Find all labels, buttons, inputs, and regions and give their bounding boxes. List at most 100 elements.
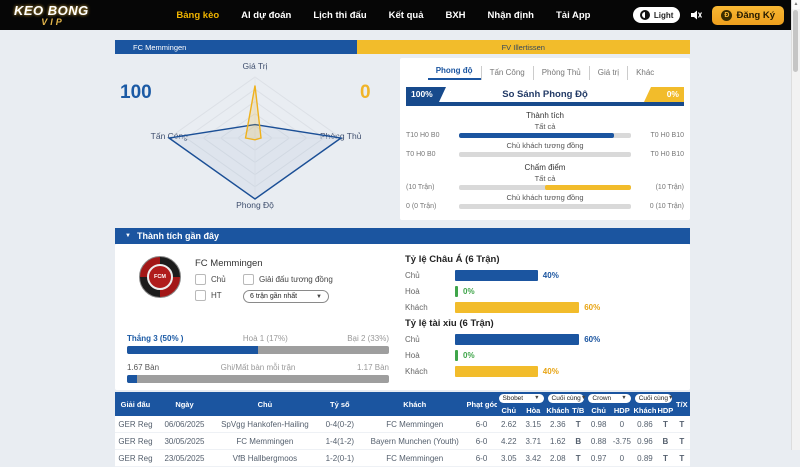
ratio-percent: 0% bbox=[463, 351, 475, 360]
page-scrollbar[interactable]: ▲ bbox=[791, 0, 800, 450]
compare-tab[interactable]: Phong độ bbox=[427, 64, 481, 80]
team-name: FC Memmingen bbox=[195, 258, 263, 269]
cell-hdp-result: B bbox=[657, 432, 674, 450]
away-percent-badge: 0% bbox=[644, 87, 684, 102]
compare-tab[interactable]: Phòng Thủ bbox=[532, 66, 589, 80]
ratio-row: Chủ 60% bbox=[405, 334, 683, 345]
bookmaker-dropdown[interactable]: Cuối cùng ▼ bbox=[547, 393, 586, 403]
ratio-percent: 40% bbox=[542, 271, 559, 280]
checkbox-similar-league[interactable] bbox=[243, 274, 254, 285]
compare-tab[interactable]: Khác bbox=[627, 66, 662, 80]
cell-hdp-odds: -3.75 bbox=[610, 432, 633, 450]
cell-away-team[interactable]: FC Memmingen bbox=[362, 449, 467, 467]
compare-row: Chủ khách tương đồng T0 H0 B0 T0 H0 B10 bbox=[406, 141, 684, 158]
ratio-group-title: Tỷ lệ tài xỉu (6 Trận) bbox=[405, 318, 494, 329]
register-button[interactable]: Đ Đăng Ký bbox=[712, 5, 784, 25]
scrollbar-thumb[interactable] bbox=[793, 10, 798, 72]
dropdown-value: Sbobet bbox=[502, 394, 524, 402]
bookmaker-dropdown[interactable]: Crown ▼ bbox=[588, 393, 631, 403]
recent-range-select[interactable]: 6 trận gần nhất ▼ bbox=[243, 290, 329, 303]
compare-tab[interactable]: Giá trị bbox=[588, 66, 627, 80]
table-row: GER Reg 23/05/2025 VfB Hallbergmoos 1-2(0-1… bbox=[115, 449, 690, 467]
away-side-value: T0 H0 B10 bbox=[650, 151, 684, 158]
compare-section-title: Thành tích bbox=[526, 111, 564, 120]
nav-item[interactable]: Lịch thi đấu bbox=[313, 9, 367, 21]
scroll-up-arrow-icon[interactable]: ▲ bbox=[792, 0, 800, 9]
compare-row-body: T0 H0 B0 T0 H0 B10 bbox=[406, 151, 684, 158]
cell-league: GER Reg bbox=[115, 449, 156, 467]
compare-panel: Phong độ Tấn Công Phòng Thủ Giá trị Khác 100… bbox=[400, 58, 690, 220]
logo-line1: KEO BONG bbox=[14, 2, 89, 18]
cell-hdp-odds: 0 bbox=[610, 449, 633, 467]
nav-item[interactable]: Kết quả bbox=[388, 9, 424, 21]
home-team-header[interactable]: FC Memmingen bbox=[115, 40, 357, 54]
checkbox-home[interactable] bbox=[195, 274, 206, 285]
compare-row-label: Chủ khách tương đồng bbox=[506, 193, 584, 202]
dropdown-value: Cuối cùng bbox=[551, 394, 581, 402]
cell-away-team[interactable]: FC Memmingen bbox=[362, 416, 467, 433]
table-body: GER Reg 06/06/2025 SpVgg Hankofen-Hailing 0… bbox=[115, 416, 690, 467]
table-main-header: Phạt góc bbox=[466, 392, 497, 416]
away-bar-fill bbox=[545, 185, 631, 190]
table-main-header: Tỷ số bbox=[316, 392, 363, 416]
recent-section-header[interactable]: ▼ Thành tích gần đây bbox=[115, 228, 690, 244]
table-sub-header: Chủ bbox=[586, 404, 611, 416]
loss-label: Bại 2 (33%) bbox=[347, 334, 389, 343]
ratio-row-label: Chủ bbox=[405, 335, 420, 344]
coin-icon: Đ bbox=[721, 9, 733, 21]
cell-home-team[interactable]: VfB Hallbergmoos bbox=[213, 449, 317, 467]
bookmaker-dropdown[interactable]: Sbobet ▼ bbox=[498, 393, 544, 403]
goals-labels: 1.67 Bàn Ghi/Mất bàn mỗi trận 1.17 Bàn bbox=[127, 363, 389, 372]
compare-row-bar bbox=[459, 185, 631, 190]
compare-row-bar bbox=[459, 152, 631, 157]
compare-row-label: Tất cả bbox=[534, 122, 556, 131]
recent-stats-card: FCM FC Memmingen Chủ Giải đấu tương đồng… bbox=[115, 244, 690, 390]
cell-tb-result: T bbox=[570, 416, 587, 433]
cell-odds: 3.15 bbox=[521, 416, 546, 433]
away-team-header[interactable]: FV Illertissen bbox=[356, 40, 690, 54]
table-row: GER Reg 06/06/2025 SpVgg Hankofen-Hailing 0… bbox=[115, 416, 690, 433]
cell-tx-result: T bbox=[673, 416, 690, 433]
cell-hdp-odds: 0.97 bbox=[586, 449, 611, 467]
nav-item[interactable]: Tải App bbox=[556, 9, 591, 21]
away-radar-score: 0 bbox=[360, 82, 371, 103]
nav-item[interactable]: AI dự đoán bbox=[241, 9, 292, 21]
nav-item[interactable]: BXH bbox=[445, 9, 466, 21]
cell-home-team[interactable]: SpVgg Hankofen-Hailing bbox=[213, 416, 317, 433]
table-sub-header: Khách bbox=[545, 404, 571, 416]
compare-row-bar bbox=[459, 133, 631, 138]
cell-odds: 3.42 bbox=[521, 449, 546, 467]
home-side-value: 0 (0 Trận) bbox=[406, 203, 437, 210]
goals-against-label: 1.17 Bàn bbox=[356, 363, 389, 372]
compare-row: Chủ khách tương đồng 0 (0 Trận) 0 (10 Trận… bbox=[406, 193, 684, 210]
logo-line2: VIP bbox=[41, 16, 65, 27]
wdl-labels: Thắng 3 (50% ) Hoà 1 (17%) Bại 2 (33%) bbox=[127, 334, 389, 343]
mute-speaker-icon[interactable] bbox=[689, 8, 703, 22]
bookmaker-dropdown[interactable]: Cuối cùng ▼ bbox=[634, 393, 673, 403]
nav-item[interactable]: Bảng kèo bbox=[176, 9, 220, 21]
cell-away-team[interactable]: Bayern Munchen (Youth) bbox=[362, 432, 467, 450]
nav-right-controls: Light Đ Đăng Ký bbox=[632, 5, 784, 25]
cell-hdp-result: T bbox=[657, 449, 674, 467]
compare-tab[interactable]: Tấn Công bbox=[480, 66, 533, 80]
checkbox-ht[interactable] bbox=[195, 290, 206, 301]
nav-item[interactable]: Nhận định bbox=[487, 9, 534, 21]
cell-home-team[interactable]: FC Memmingen bbox=[213, 432, 317, 450]
site-logo[interactable]: KEO BONG VIP bbox=[14, 4, 134, 27]
ratio-row-label: Hoà bbox=[405, 351, 420, 360]
cell-date: 30/05/2025 bbox=[155, 432, 214, 450]
cell-league: GER Reg bbox=[115, 416, 156, 433]
ratio-row: Hoà 0% bbox=[405, 286, 683, 297]
cell-corners: 6-0 bbox=[466, 432, 497, 450]
cell-date: 23/05/2025 bbox=[155, 449, 214, 467]
team-logo: FCM bbox=[139, 256, 181, 298]
table-row: GER Reg 30/05/2025 FC Memmingen 1-4(1-2) Bay… bbox=[115, 432, 690, 450]
ratio-bar bbox=[455, 334, 580, 345]
theme-toggle[interactable]: Light bbox=[632, 7, 681, 23]
compare-row: Tất cả T10 H0 B0 T0 H0 B10 bbox=[406, 122, 684, 139]
ratio-row: Khách 40% bbox=[405, 366, 683, 377]
filter-league-label: Giải đấu tương đồng bbox=[259, 275, 333, 284]
filter-home-label: Chủ bbox=[211, 275, 226, 284]
table-main-header: Ngày bbox=[155, 392, 214, 416]
ratio-bar bbox=[455, 286, 458, 297]
